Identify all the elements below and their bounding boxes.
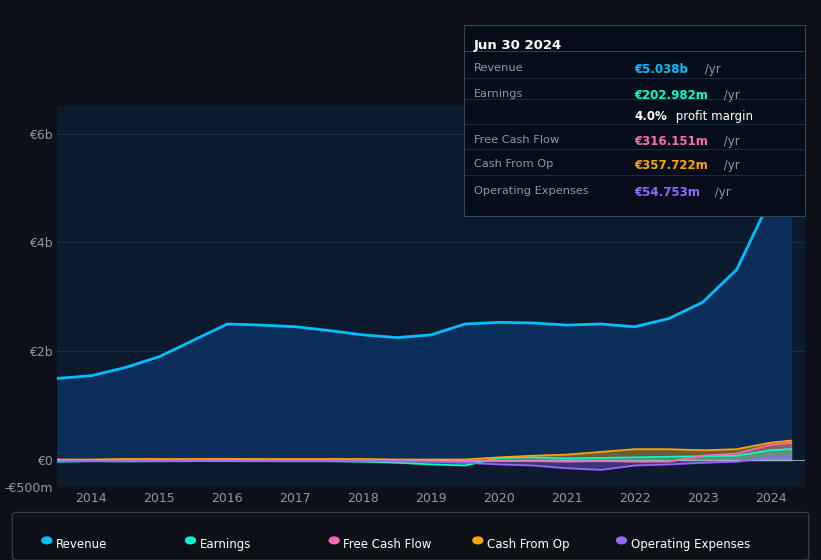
Text: /yr: /yr [720,89,740,102]
Text: €5.038b: €5.038b [635,63,688,76]
Text: /yr: /yr [720,160,740,172]
Text: /yr: /yr [720,135,740,148]
Text: Earnings: Earnings [474,89,524,99]
Text: €202.982m: €202.982m [635,89,708,102]
Text: /yr: /yr [701,63,721,76]
Text: Earnings: Earnings [200,538,251,551]
Text: /yr: /yr [710,186,731,199]
Text: 4.0%: 4.0% [635,110,667,123]
Text: €54.753m: €54.753m [635,186,700,199]
Text: Cash From Op: Cash From Op [474,160,553,170]
Text: Free Cash Flow: Free Cash Flow [474,135,559,144]
Text: profit margin: profit margin [672,110,754,123]
Text: Revenue: Revenue [474,63,524,73]
Text: Operating Expenses: Operating Expenses [474,186,589,196]
Text: €357.722m: €357.722m [635,160,708,172]
Text: Jun 30 2024: Jun 30 2024 [474,39,562,52]
Text: Cash From Op: Cash From Op [487,538,569,551]
Text: Free Cash Flow: Free Cash Flow [343,538,432,551]
Text: €316.151m: €316.151m [635,135,708,148]
Text: Operating Expenses: Operating Expenses [631,538,750,551]
Text: Revenue: Revenue [56,538,108,551]
